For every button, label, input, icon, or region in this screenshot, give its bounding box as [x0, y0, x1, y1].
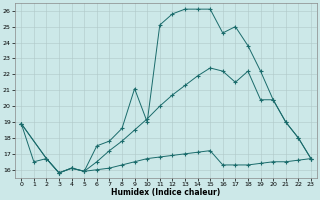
X-axis label: Humidex (Indice chaleur): Humidex (Indice chaleur)	[111, 188, 221, 197]
